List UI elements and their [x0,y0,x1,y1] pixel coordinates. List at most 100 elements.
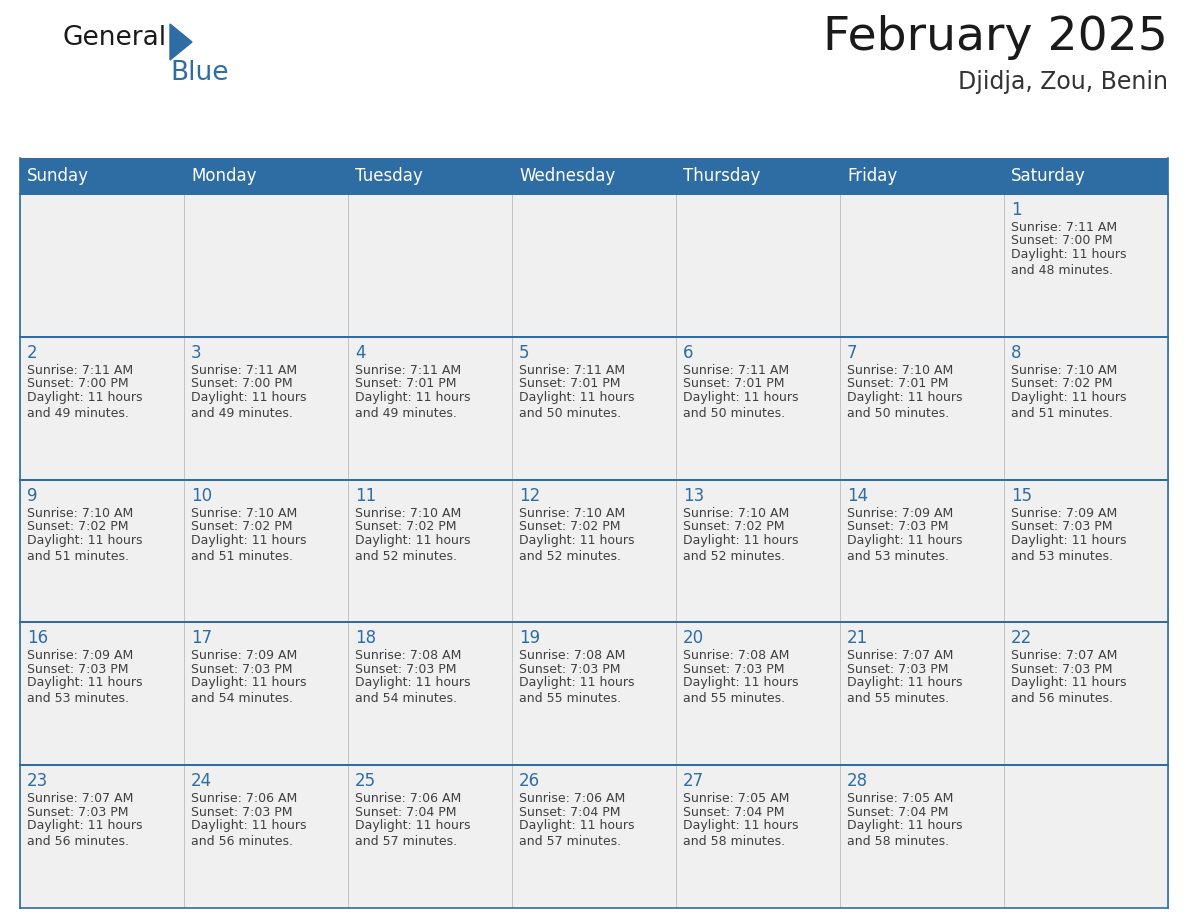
Text: 16: 16 [27,630,49,647]
Text: Sunset: 7:02 PM: Sunset: 7:02 PM [519,521,620,533]
Text: 9: 9 [27,487,38,505]
Text: 8: 8 [1011,344,1022,362]
Bar [1004,766,1168,908]
Text: Sunset: 7:03 PM: Sunset: 7:03 PM [27,806,128,819]
Polygon shape [170,24,192,60]
Bar [840,194,1004,337]
Bar [348,479,512,622]
Text: Sunrise: 7:09 AM: Sunrise: 7:09 AM [27,649,133,663]
Text: Daylight: 11 hours
and 49 minutes.: Daylight: 11 hours and 49 minutes. [27,391,143,420]
Text: 26: 26 [519,772,541,790]
Bar [20,622,184,766]
Bar [20,337,184,479]
Text: Sunday: Sunday [27,167,89,185]
Text: Sunrise: 7:08 AM: Sunrise: 7:08 AM [519,649,625,663]
Text: Tuesday: Tuesday [355,167,423,185]
Text: Sunset: 7:00 PM: Sunset: 7:00 PM [1011,234,1113,248]
Bar [184,194,348,337]
Bar [184,622,348,766]
Bar [840,337,1004,479]
Text: 15: 15 [1011,487,1032,505]
Text: Sunrise: 7:06 AM: Sunrise: 7:06 AM [355,792,461,805]
Bar [840,766,1004,908]
Bar [676,194,840,337]
Text: Sunset: 7:02 PM: Sunset: 7:02 PM [27,521,128,533]
Text: Daylight: 11 hours
and 49 minutes.: Daylight: 11 hours and 49 minutes. [191,391,307,420]
Text: 5: 5 [519,344,530,362]
Text: Sunrise: 7:06 AM: Sunrise: 7:06 AM [191,792,297,805]
Bar [20,766,184,908]
Text: Daylight: 11 hours
and 51 minutes.: Daylight: 11 hours and 51 minutes. [191,533,307,563]
Text: Sunset: 7:04 PM: Sunset: 7:04 PM [355,806,456,819]
Text: Sunrise: 7:11 AM: Sunrise: 7:11 AM [683,364,789,376]
Text: Blue: Blue [170,60,228,86]
Text: 17: 17 [191,630,213,647]
Bar [512,194,676,337]
Text: 18: 18 [355,630,377,647]
Text: Sunset: 7:03 PM: Sunset: 7:03 PM [847,521,948,533]
Text: Sunrise: 7:07 AM: Sunrise: 7:07 AM [847,649,954,663]
Text: Daylight: 11 hours
and 52 minutes.: Daylight: 11 hours and 52 minutes. [519,533,634,563]
Bar [840,622,1004,766]
Text: Sunset: 7:04 PM: Sunset: 7:04 PM [519,806,620,819]
Text: 10: 10 [191,487,213,505]
Text: Daylight: 11 hours
and 51 minutes.: Daylight: 11 hours and 51 minutes. [27,533,143,563]
Bar [840,479,1004,622]
Text: 28: 28 [847,772,868,790]
Bar [348,766,512,908]
Bar [512,337,676,479]
Text: 27: 27 [683,772,704,790]
Bar [676,766,840,908]
Text: Sunrise: 7:11 AM: Sunrise: 7:11 AM [191,364,297,376]
Bar [184,337,348,479]
Text: Daylight: 11 hours
and 56 minutes.: Daylight: 11 hours and 56 minutes. [1011,677,1126,705]
Text: Sunset: 7:03 PM: Sunset: 7:03 PM [1011,521,1112,533]
Text: Daylight: 11 hours
and 53 minutes.: Daylight: 11 hours and 53 minutes. [27,677,143,705]
Text: 25: 25 [355,772,377,790]
Text: Sunrise: 7:10 AM: Sunrise: 7:10 AM [355,507,461,520]
Text: Sunset: 7:02 PM: Sunset: 7:02 PM [191,521,292,533]
Text: Friday: Friday [847,167,897,185]
Bar [1004,337,1168,479]
Text: Sunset: 7:00 PM: Sunset: 7:00 PM [27,377,128,390]
Text: Daylight: 11 hours
and 50 minutes.: Daylight: 11 hours and 50 minutes. [519,391,634,420]
Bar [1004,479,1168,622]
Text: Sunrise: 7:10 AM: Sunrise: 7:10 AM [847,364,953,376]
Text: Daylight: 11 hours
and 50 minutes.: Daylight: 11 hours and 50 minutes. [683,391,798,420]
Text: Daylight: 11 hours
and 51 minutes.: Daylight: 11 hours and 51 minutes. [1011,391,1126,420]
Text: 1: 1 [1011,201,1022,219]
Text: Sunset: 7:03 PM: Sunset: 7:03 PM [1011,663,1112,676]
Text: Daylight: 11 hours
and 53 minutes.: Daylight: 11 hours and 53 minutes. [847,533,962,563]
Text: Sunrise: 7:09 AM: Sunrise: 7:09 AM [1011,507,1117,520]
Text: Sunset: 7:03 PM: Sunset: 7:03 PM [27,663,128,676]
Text: 22: 22 [1011,630,1032,647]
Text: Sunrise: 7:11 AM: Sunrise: 7:11 AM [1011,221,1117,234]
Text: Daylight: 11 hours
and 55 minutes.: Daylight: 11 hours and 55 minutes. [847,677,962,705]
Text: Sunset: 7:03 PM: Sunset: 7:03 PM [191,663,292,676]
Text: Daylight: 11 hours
and 56 minutes.: Daylight: 11 hours and 56 minutes. [27,819,143,848]
Text: Sunrise: 7:05 AM: Sunrise: 7:05 AM [847,792,954,805]
Text: Sunrise: 7:10 AM: Sunrise: 7:10 AM [519,507,625,520]
Text: 20: 20 [683,630,704,647]
Text: 3: 3 [191,344,202,362]
Text: Sunset: 7:03 PM: Sunset: 7:03 PM [683,663,784,676]
Text: Sunrise: 7:10 AM: Sunrise: 7:10 AM [683,507,789,520]
Text: Daylight: 11 hours
and 54 minutes.: Daylight: 11 hours and 54 minutes. [191,677,307,705]
Bar [676,337,840,479]
Bar [1004,194,1168,337]
Text: Sunset: 7:03 PM: Sunset: 7:03 PM [847,663,948,676]
Text: Sunset: 7:02 PM: Sunset: 7:02 PM [683,521,784,533]
Text: Sunset: 7:01 PM: Sunset: 7:01 PM [519,377,620,390]
Text: Sunrise: 7:11 AM: Sunrise: 7:11 AM [27,364,133,376]
Bar [348,194,512,337]
Bar [20,158,1168,194]
Text: Daylight: 11 hours
and 57 minutes.: Daylight: 11 hours and 57 minutes. [355,819,470,848]
Text: Sunrise: 7:06 AM: Sunrise: 7:06 AM [519,792,625,805]
Text: 24: 24 [191,772,213,790]
Text: Daylight: 11 hours
and 55 minutes.: Daylight: 11 hours and 55 minutes. [683,677,798,705]
Text: Sunrise: 7:10 AM: Sunrise: 7:10 AM [1011,364,1117,376]
Text: General: General [62,25,166,51]
Text: Sunset: 7:04 PM: Sunset: 7:04 PM [683,806,784,819]
Text: Daylight: 11 hours
and 55 minutes.: Daylight: 11 hours and 55 minutes. [519,677,634,705]
Bar [512,622,676,766]
